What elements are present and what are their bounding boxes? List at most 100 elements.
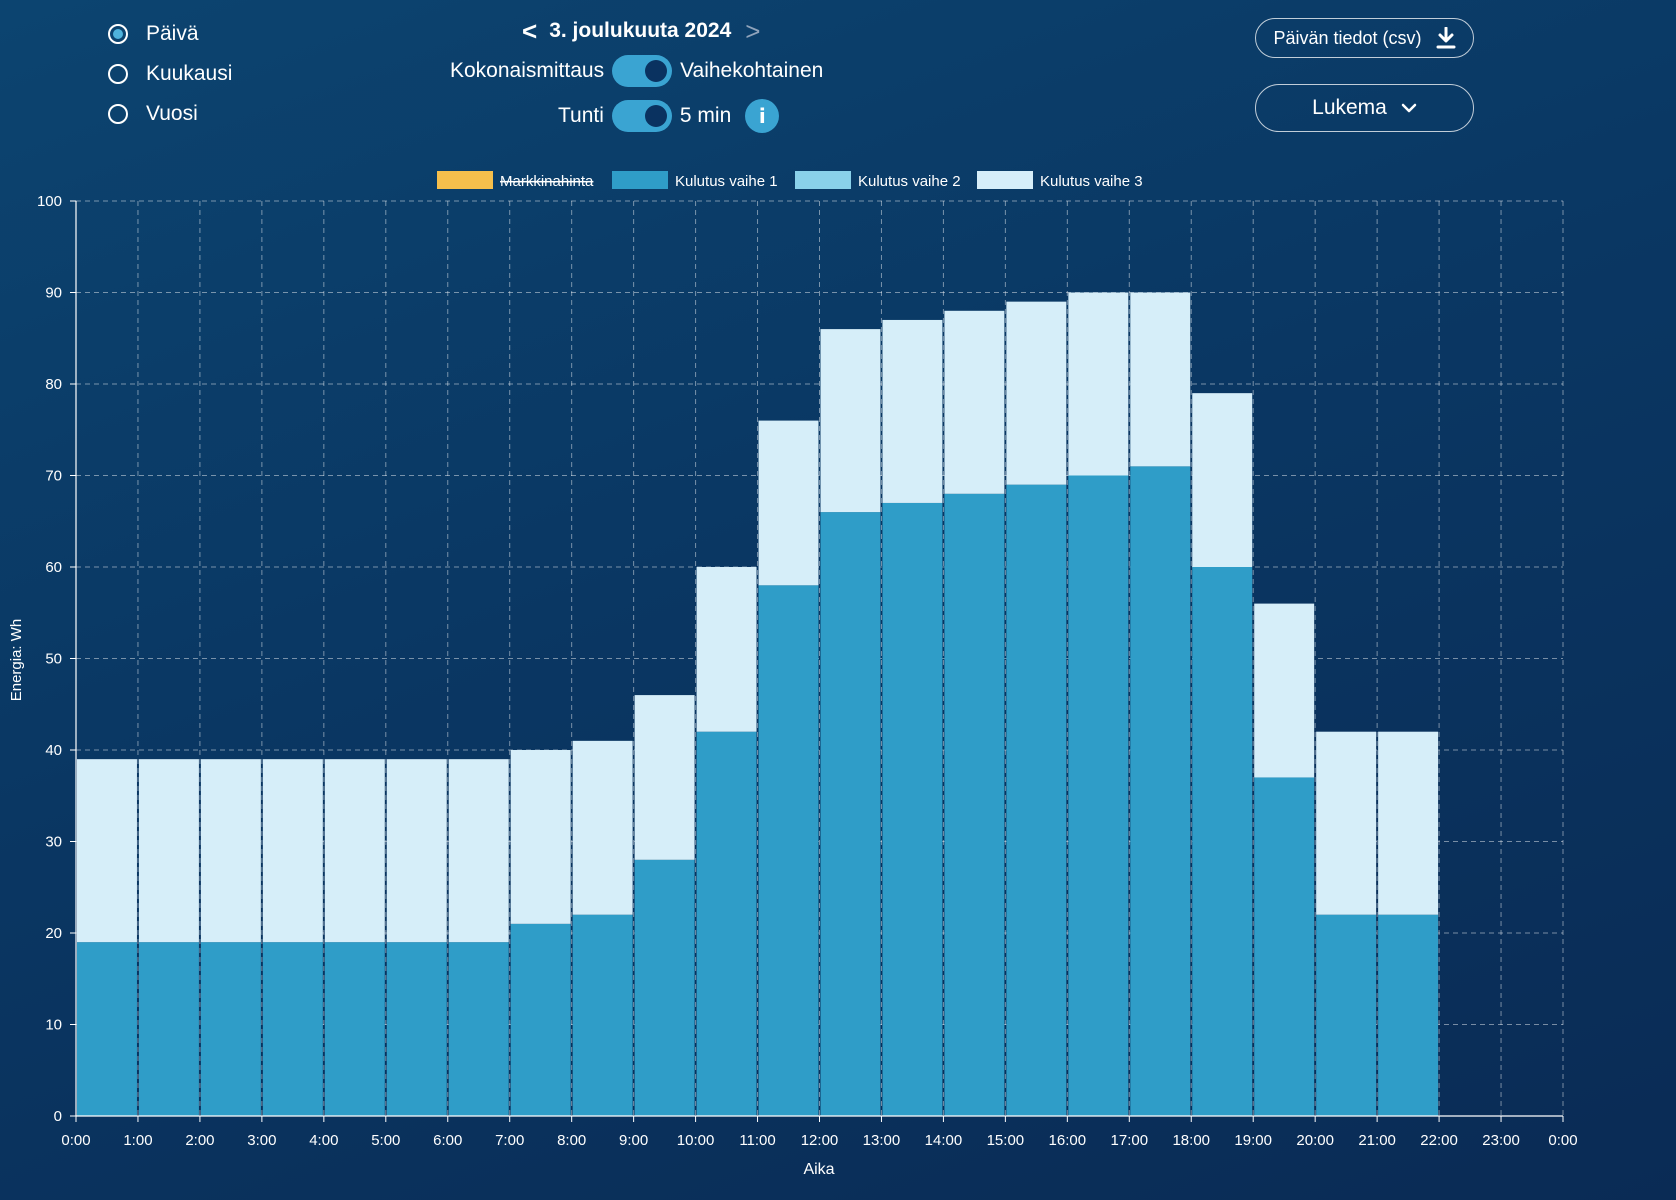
bar-phase1	[1130, 466, 1191, 1117]
y-tick-label: 100	[37, 193, 62, 210]
x-tick-label: 21:00	[1358, 1132, 1396, 1149]
bar-phase3	[1316, 731, 1377, 915]
x-tick-label: 1:00	[123, 1132, 152, 1149]
radio-paiva[interactable]: Päivä	[108, 14, 232, 54]
download-csv-button[interactable]: Päivän tiedot (csv)	[1255, 18, 1474, 58]
radio-vuosi[interactable]: Vuosi	[108, 94, 232, 134]
x-tick-label: 0:00	[61, 1132, 90, 1149]
bar-phase1	[77, 942, 137, 1116]
bar-phase1	[200, 942, 261, 1116]
legend-label: Markkinahinta	[500, 173, 594, 190]
x-tick-label: 15:00	[987, 1132, 1025, 1149]
y-tick-label: 0	[54, 1108, 62, 1125]
bar-phase3	[634, 695, 695, 860]
y-tick-label: 90	[45, 285, 62, 302]
bar-phase3	[1130, 292, 1191, 467]
resolution-toggle-row: Tunti 5 min i	[558, 98, 780, 134]
x-tick-label: 22:00	[1420, 1132, 1458, 1149]
date-label: 3. joulukuuta 2024	[549, 19, 732, 42]
x-tick-label: 14:00	[925, 1132, 963, 1149]
toggle-label-hour: Tunti	[558, 104, 604, 127]
bar-phase1	[1378, 914, 1439, 1116]
y-tick-label: 70	[45, 468, 62, 485]
x-tick-label: 9:00	[619, 1132, 648, 1149]
radio-kuukausi[interactable]: Kuukausi	[108, 54, 232, 94]
bar-phase1	[820, 512, 881, 1116]
bar-phase3	[262, 759, 323, 943]
toggle-label-total: Kokonaismittaus	[450, 59, 605, 82]
toggle-label-5min: 5 min	[679, 104, 732, 127]
bar-phase3	[200, 759, 261, 943]
radio-label-kuukausi: Kuukausi	[146, 62, 233, 85]
y-tick-label: 10	[45, 1017, 62, 1034]
x-tick-label: 20:00	[1296, 1132, 1334, 1149]
bar-phase1	[1006, 484, 1067, 1116]
bar-phase3	[1378, 731, 1439, 915]
bar-phase3	[882, 319, 943, 503]
bar-phase3	[1192, 393, 1253, 567]
x-tick-label: 16:00	[1049, 1132, 1087, 1149]
bar-phase3	[386, 759, 447, 943]
x-tick-label: 4:00	[309, 1132, 338, 1149]
bar-phase1	[758, 585, 819, 1116]
next-day-button[interactable]: >	[745, 15, 761, 46]
x-tick-label: 7:00	[495, 1132, 524, 1149]
bar-phase1	[882, 502, 943, 1116]
bar-phase3	[758, 420, 819, 586]
x-tick-label: 3:00	[247, 1132, 276, 1149]
x-tick-label: 13:00	[863, 1132, 901, 1149]
bar-phase1	[138, 942, 199, 1116]
legend-label: Kulutus vaihe 3	[1040, 173, 1143, 190]
radio-unselected-icon[interactable]	[108, 64, 128, 84]
x-tick-label: 12:00	[801, 1132, 839, 1149]
legend-label: Kulutus vaihe 1	[675, 173, 778, 190]
chevron-down-icon	[1401, 103, 1417, 113]
lukema-dropdown[interactable]: Lukema	[1255, 84, 1474, 132]
y-tick-label: 40	[45, 742, 62, 759]
y-tick-label: 50	[45, 651, 62, 668]
legend-swatch	[437, 171, 493, 189]
y-tick-label: 20	[45, 925, 62, 942]
radio-label-vuosi: Vuosi	[146, 102, 198, 125]
y-tick-label: 60	[45, 559, 62, 576]
y-tick-label: 30	[45, 834, 62, 851]
toggle-label-phase: Vaihekohtainen	[680, 59, 824, 82]
chart-grid	[76, 200, 1564, 1116]
radio-label-paiva: Päivä	[146, 22, 199, 45]
lukema-label: Lukema	[1312, 96, 1387, 119]
bar-phase3	[448, 759, 509, 943]
x-tick-label: 19:00	[1234, 1132, 1272, 1149]
bar-phase3	[324, 759, 385, 943]
bar-phase1	[510, 923, 571, 1116]
resolution-toggle[interactable]	[611, 100, 672, 132]
bar-phase1	[1316, 914, 1377, 1116]
x-tick-label: 8:00	[557, 1132, 586, 1149]
period-radio-group: Päivä Kuukausi Vuosi	[108, 14, 232, 134]
x-tick-label: 10:00	[677, 1132, 715, 1149]
chart-legend: Markkinahinta Kulutus vaihe 1 Kulutus vaih…	[437, 171, 1143, 190]
bar-phase1	[386, 942, 447, 1116]
date-navigator: < 3. joulukuuta 2024 >	[518, 14, 764, 48]
legend-swatch	[977, 171, 1033, 189]
info-icon[interactable]: i	[745, 99, 780, 133]
measurement-toggle-row: Kokonaismittaus Vaihekohtainen	[450, 53, 823, 89]
measurement-toggle[interactable]	[612, 55, 673, 87]
radio-selected-icon[interactable]	[108, 24, 128, 44]
bar-phase1	[1068, 475, 1129, 1116]
bar-phase3	[138, 759, 199, 943]
bar-phase1	[448, 942, 509, 1116]
legend-swatch	[795, 171, 851, 189]
prev-day-button[interactable]: <	[522, 15, 538, 46]
download-icon	[1436, 27, 1456, 49]
x-tick-label: 5:00	[371, 1132, 400, 1149]
x-axis-label: Aika	[803, 1161, 834, 1178]
bar-phase1	[944, 493, 1005, 1116]
x-tick-label: 23:00	[1482, 1132, 1520, 1149]
chart-axes: 0 10 20 30 40 50 60 70 80 90 100 0:00 1:00 2:00 3:00 4:…	[37, 193, 1578, 1149]
download-csv-label: Päivän tiedot (csv)	[1273, 27, 1422, 48]
bar-phase3	[510, 750, 571, 924]
radio-unselected-icon[interactable]	[108, 104, 128, 124]
bar-phase3	[944, 310, 1005, 494]
x-tick-label: 2:00	[185, 1132, 214, 1149]
bar-phase3	[77, 759, 137, 943]
